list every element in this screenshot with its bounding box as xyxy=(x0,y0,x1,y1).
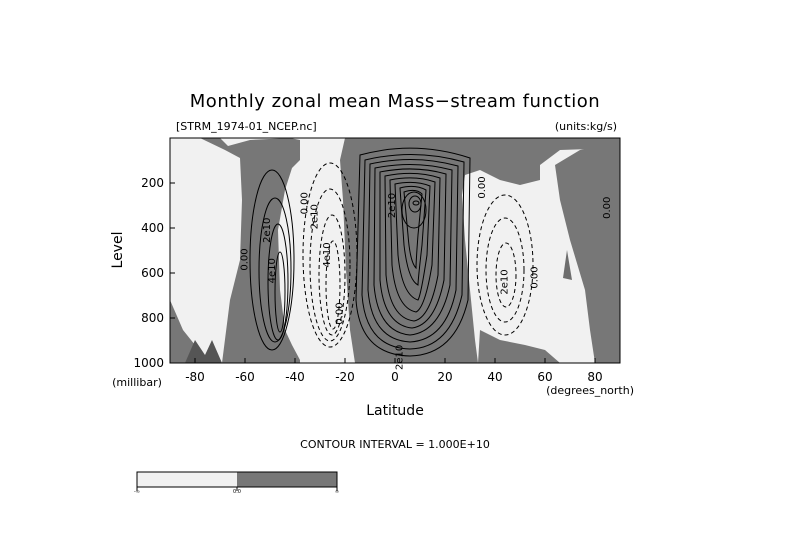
contour-interval-text: CONTOUR INTERVAL = 1.000E+10 xyxy=(300,438,490,451)
x-axis: -80 -60 -40 -20 0 20 40 60 80 xyxy=(185,358,603,384)
x-tick-label: 20 xyxy=(437,370,452,384)
positive-region-north-edge xyxy=(478,330,560,363)
small-feature-south xyxy=(185,340,222,363)
y-tick-label: 1000 xyxy=(133,356,164,370)
small-feature-north xyxy=(563,250,572,280)
contour-label: 0.00 xyxy=(300,192,311,214)
contour-label: 2e10 xyxy=(395,345,406,370)
contour-label: 2e10 xyxy=(262,218,273,243)
positive-region-polar-south xyxy=(170,138,242,363)
x-tick-label: 0 xyxy=(391,370,399,384)
x-tick-label: 40 xyxy=(487,370,502,384)
positive-region-north xyxy=(555,140,620,363)
x-tick-label: 80 xyxy=(587,370,602,384)
plot-area xyxy=(170,138,620,363)
contour-label: 2e10 xyxy=(500,269,511,294)
contour-label: 4e10 xyxy=(322,242,333,267)
colorbar-label-min: -∞ xyxy=(134,489,140,495)
colorbar: -∞ 0.0 ∞ xyxy=(134,471,339,495)
contour-label: 0.00 xyxy=(335,302,346,324)
contour-label: 0.00 xyxy=(240,248,251,270)
units-label: (units:kg/s) xyxy=(555,120,617,133)
y-tick-label: 200 xyxy=(141,176,164,190)
y-tick-label: 400 xyxy=(141,221,164,235)
contours-south-positive xyxy=(249,169,295,351)
y-axis-unit-label: (millibar) xyxy=(112,376,162,389)
contours-north-negative xyxy=(476,194,534,336)
chart-title: Monthly zonal mean Mass−stream function xyxy=(190,91,600,112)
x-tick-label: -80 xyxy=(185,370,205,384)
contour-labels: 0.002e104e100.002e104e100.002e102e100.00… xyxy=(240,176,614,370)
colorbar-label-mid: 0.0 xyxy=(233,489,241,495)
x-axis-label: Latitude xyxy=(366,403,424,419)
contour-label: 0.00 xyxy=(602,197,613,219)
contours-central-positive xyxy=(355,147,471,357)
y-tick-label: 600 xyxy=(141,266,164,280)
x-tick-label: -60 xyxy=(235,370,255,384)
colorbar-negative xyxy=(137,472,237,487)
contour-label: 0.00 xyxy=(530,266,541,288)
contour-label: 0.00 xyxy=(477,176,488,198)
y-axis-label: Level xyxy=(110,232,126,269)
colorbar-label-max: ∞ xyxy=(335,489,339,495)
contour-label: 2e10 xyxy=(387,193,398,218)
x-tick-label: 60 xyxy=(537,370,552,384)
y-tick-label: 800 xyxy=(141,311,164,325)
colorbar-positive xyxy=(237,472,337,487)
file-label: [STRM_1974-01_NCEP.nc] xyxy=(176,120,317,133)
y-axis: 200 400 600 800 1000 xyxy=(133,176,175,370)
x-tick-label: -40 xyxy=(285,370,305,384)
positive-region-central xyxy=(340,138,620,363)
x-tick-label: -20 xyxy=(335,370,355,384)
x-axis-unit-label: (degrees_north) xyxy=(546,384,634,397)
contour-label: 2e10 xyxy=(310,204,321,229)
contour-label: 4e10 xyxy=(267,258,278,283)
